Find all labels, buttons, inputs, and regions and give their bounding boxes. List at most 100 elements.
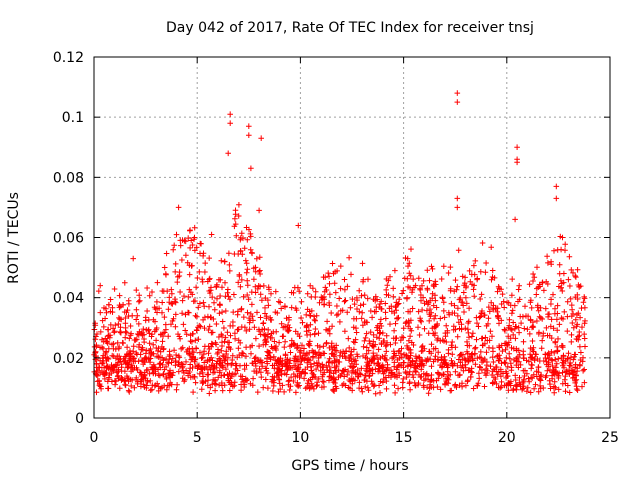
data-point [408,317,414,324]
data-point [235,279,241,286]
data-point [236,202,242,208]
data-point [554,327,560,333]
data-point [267,354,273,360]
data-point [337,285,344,292]
data-point [235,213,242,219]
data-point [212,369,218,375]
data-point [433,304,440,311]
data-point [509,310,515,317]
data-point [115,321,122,327]
data-point [120,340,126,346]
data-point [445,350,452,357]
data-point [118,361,125,367]
data-point [481,356,488,362]
data-point [266,349,272,356]
data-point [122,334,128,341]
data-point [196,362,202,369]
data-point [255,389,261,395]
data-point [530,278,536,284]
data-point [130,348,136,355]
data-point [189,331,196,337]
data-point [202,343,208,350]
data-point [298,299,305,305]
data-point [264,355,270,362]
data-point [399,334,405,340]
data-point [351,315,357,322]
data-point [465,357,472,364]
data-point [494,372,501,378]
data-point [241,245,248,251]
data-point [182,327,188,334]
data-point [221,325,227,331]
data-point [275,389,282,395]
data-point [114,362,120,369]
data-point [388,367,394,373]
data-point [216,302,223,308]
data-point [527,331,533,337]
data-point [344,372,350,378]
data-point [537,385,544,392]
data-point [318,352,324,358]
data-point [294,382,300,388]
data-point [189,365,196,371]
data-point [215,374,221,381]
data-point [97,282,103,289]
data-point [312,288,319,295]
data-point [409,289,415,295]
data-point [459,273,466,280]
data-point [498,286,504,292]
data-point [394,315,400,321]
data-point [278,321,285,327]
data-point [186,271,193,278]
data-point [334,312,340,318]
data-point [457,359,464,366]
data-point [232,330,238,337]
data-point [364,319,370,326]
data-point [163,321,169,328]
data-point [571,369,577,375]
data-point [545,360,552,366]
data-point [407,368,413,375]
data-point [337,349,344,355]
data-point [314,359,320,366]
data-point [534,285,540,292]
data-point [150,351,157,357]
data-point [499,348,506,354]
data-point [560,279,567,286]
data-point [227,296,233,303]
data-point [183,252,189,258]
data-point [428,372,435,378]
data-point [532,381,539,388]
data-point [287,365,294,371]
data-point [438,357,445,364]
data-point [224,329,231,335]
data-point [239,230,245,237]
data-point [396,348,402,354]
data-point [173,231,180,238]
data-point [111,328,118,334]
data-point [386,372,392,379]
data-point [562,388,569,394]
x-axis-ticks: 0 5 10 15 20 25 [90,57,619,446]
data-point [312,294,319,300]
data-point [163,272,169,278]
data-point [554,247,561,253]
data-point [537,283,543,290]
data-point [503,382,510,389]
data-point [404,295,410,301]
data-point [564,368,570,374]
data-point [431,315,437,322]
data-point [287,349,294,356]
data-point [437,315,444,322]
data-point [554,360,560,367]
data-point [137,378,144,384]
data-point [345,384,352,391]
data-point [438,276,445,282]
data-point [128,383,134,389]
data-point [240,294,247,300]
data-point [190,389,196,395]
data-point [510,386,517,392]
x-tick-label: 15 [395,430,413,446]
data-point [171,242,177,249]
data-point [433,323,439,330]
